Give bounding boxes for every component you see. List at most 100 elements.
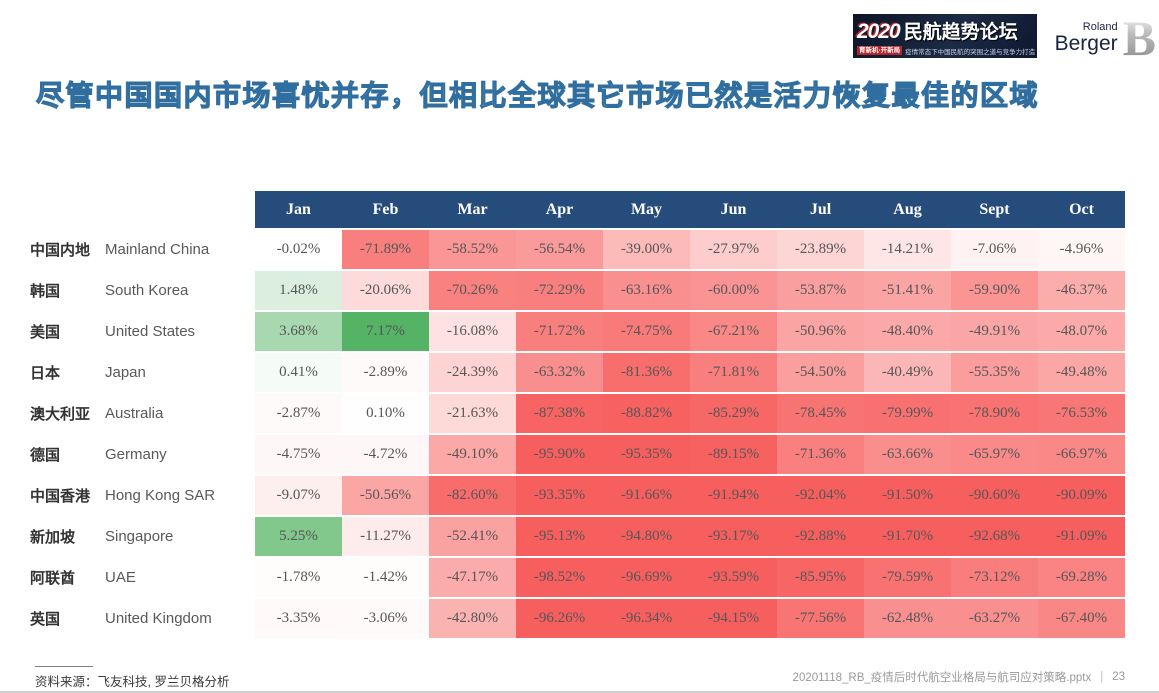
column-header-jul: Jul: [777, 191, 864, 228]
row-label-en: UAE: [105, 569, 136, 586]
column-header-feb: Feb: [342, 191, 429, 228]
heatmap-cell: -92.68%: [951, 517, 1038, 556]
heatmap-cell: 3.68%: [255, 312, 342, 351]
heatmap-cell: -40.49%: [864, 353, 951, 392]
roland-berger-b-icon: B: [1122, 10, 1156, 66]
footer-file-name: 20201118_RB_疫情后时代航空业格局与航司应对策略.pptx: [792, 672, 1092, 684]
heatmap-cell: -92.88%: [777, 517, 864, 556]
heatmap-cell: -52.41%: [429, 517, 516, 556]
heatmap-cell: -48.07%: [1038, 312, 1125, 351]
footer-docref: 20201118_RB_疫情后时代航空业格局与航司应对策略.pptx | 23: [793, 669, 1125, 685]
heatmap-cell: -76.53%: [1038, 394, 1125, 433]
footer-separator: |: [1100, 671, 1104, 683]
heatmap-cell: -91.09%: [1038, 517, 1125, 556]
heatmap-cell: -14.21%: [864, 230, 951, 269]
heatmap-cell: 5.25%: [255, 517, 342, 556]
heatmap-cell: -81.36%: [603, 353, 690, 392]
row-label-en: Singapore: [105, 528, 174, 545]
heatmap-cell: -27.97%: [690, 230, 777, 269]
heatmap-cell: -96.26%: [516, 599, 603, 638]
heatmap-cell: -92.04%: [777, 476, 864, 515]
row-label-zh: 英国: [30, 611, 61, 628]
page-title: 尽管中国国内市场喜忧并存，但相比全球其它市场已然是活力恢复最佳的区域: [35, 79, 1040, 111]
heatmap-cell: -1.42%: [342, 558, 429, 597]
heatmap-cell: -93.17%: [690, 517, 777, 556]
heatmap-cell: -0.02%: [255, 230, 342, 269]
forum-banner-tagline: 疫情常态下中国民航的突围之道与竞争力打造: [905, 48, 1036, 56]
heatmap-cell: -91.50%: [864, 476, 951, 515]
heatmap-cell: -94.15%: [690, 599, 777, 638]
heatmap-cell: -55.35%: [951, 353, 1038, 392]
heatmap-cell: -73.12%: [951, 558, 1038, 597]
row-label-en: United Kingdom: [105, 610, 212, 627]
heatmap-cell: -71.36%: [777, 435, 864, 474]
heatmap-cell: -65.97%: [951, 435, 1038, 474]
heatmap-cell: -54.50%: [777, 353, 864, 392]
column-header-apr: Apr: [516, 191, 603, 228]
heatmap-cell: -98.52%: [516, 558, 603, 597]
source-note: 资料来源：飞友科技, 罗兰贝格分析: [35, 675, 230, 689]
heatmap-cell: -4.75%: [255, 435, 342, 474]
heatmap-cell: -21.63%: [429, 394, 516, 433]
heatmap-cell: -79.99%: [864, 394, 951, 433]
heatmap-cell: 0.10%: [342, 394, 429, 433]
heatmap-cell: -72.29%: [516, 271, 603, 310]
forum-banner-title: 民航趋势论坛: [903, 21, 1018, 43]
heatmap-cell: -2.87%: [255, 394, 342, 433]
heatmap-cell: -1.78%: [255, 558, 342, 597]
heatmap-cell: -71.72%: [516, 312, 603, 351]
heatmap-cell: -16.08%: [429, 312, 516, 351]
row-label-zh: 日本: [30, 365, 61, 382]
roland-berger-wordmark: Roland Berger: [1054, 21, 1118, 55]
heatmap-cell: -20.06%: [342, 271, 429, 310]
header-spacer-zh: [30, 191, 105, 228]
heatmap-cell: -96.69%: [603, 558, 690, 597]
heatmap-cell: -96.34%: [603, 599, 690, 638]
heatmap-cell: -50.56%: [342, 476, 429, 515]
heatmap-cell: -42.80%: [429, 599, 516, 638]
logo-line1: Roland: [1082, 21, 1118, 33]
heatmap-cell: -39.00%: [603, 230, 690, 269]
header-spacer-en: [105, 191, 255, 228]
heatmap-cell: -69.28%: [1038, 558, 1125, 597]
column-header-oct: Oct: [1038, 191, 1125, 228]
forum-banner-title-row: 2020 民航趋势论坛: [857, 17, 1033, 44]
heatmap-cell: -9.07%: [255, 476, 342, 515]
heatmap-cell: -63.32%: [516, 353, 603, 392]
row-label-en: Japan: [105, 364, 146, 381]
column-header-may: May: [603, 191, 690, 228]
heatmap-cell: -91.94%: [690, 476, 777, 515]
heatmap-cell: -7.06%: [951, 230, 1038, 269]
heatmap-cell: -78.90%: [951, 394, 1038, 433]
heatmap-cell: -53.87%: [777, 271, 864, 310]
heatmap-cell: -63.16%: [603, 271, 690, 310]
heatmap-cell: -51.41%: [864, 271, 951, 310]
heatmap-cell: -58.52%: [429, 230, 516, 269]
heatmap-cell: -2.89%: [342, 353, 429, 392]
row-label-en: Mainland China: [105, 241, 210, 258]
heatmap-cell: -49.10%: [429, 435, 516, 474]
forum-banner-subtitle-row: 育新机·开新局 疫情常态下中国民航的突围之道与竞争力打造: [857, 46, 1036, 56]
heatmap-cell: -90.60%: [951, 476, 1038, 515]
heatmap-cell: -82.60%: [429, 476, 516, 515]
heatmap-cell: -74.75%: [603, 312, 690, 351]
row-label-zh: 阿联酋: [30, 570, 76, 587]
column-header-jan: Jan: [255, 191, 342, 228]
heatmap-cell: -79.59%: [864, 558, 951, 597]
heatmap-cell: -49.91%: [951, 312, 1038, 351]
row-label-en: South Korea: [105, 282, 189, 299]
row-label-zh: 新加坡: [30, 529, 76, 546]
row-label-en: Hong Kong SAR: [105, 487, 216, 504]
row-label-zh: 中国香港: [30, 488, 91, 505]
heatmap-cell: -59.90%: [951, 271, 1038, 310]
heatmap-cell: -50.96%: [777, 312, 864, 351]
heatmap-cell: -95.13%: [516, 517, 603, 556]
row-label-zh: 中国内地: [30, 242, 91, 259]
heatmap-cell: -77.56%: [777, 599, 864, 638]
heatmap-cell: -95.90%: [516, 435, 603, 474]
heatmap-cell: -62.48%: [864, 599, 951, 638]
heatmap-cell: -46.37%: [1038, 271, 1125, 310]
logo-line2: Berger: [1054, 32, 1118, 55]
heatmap-cell: 7.17%: [342, 312, 429, 351]
roland-berger-logo: Roland Berger B: [1044, 10, 1156, 66]
